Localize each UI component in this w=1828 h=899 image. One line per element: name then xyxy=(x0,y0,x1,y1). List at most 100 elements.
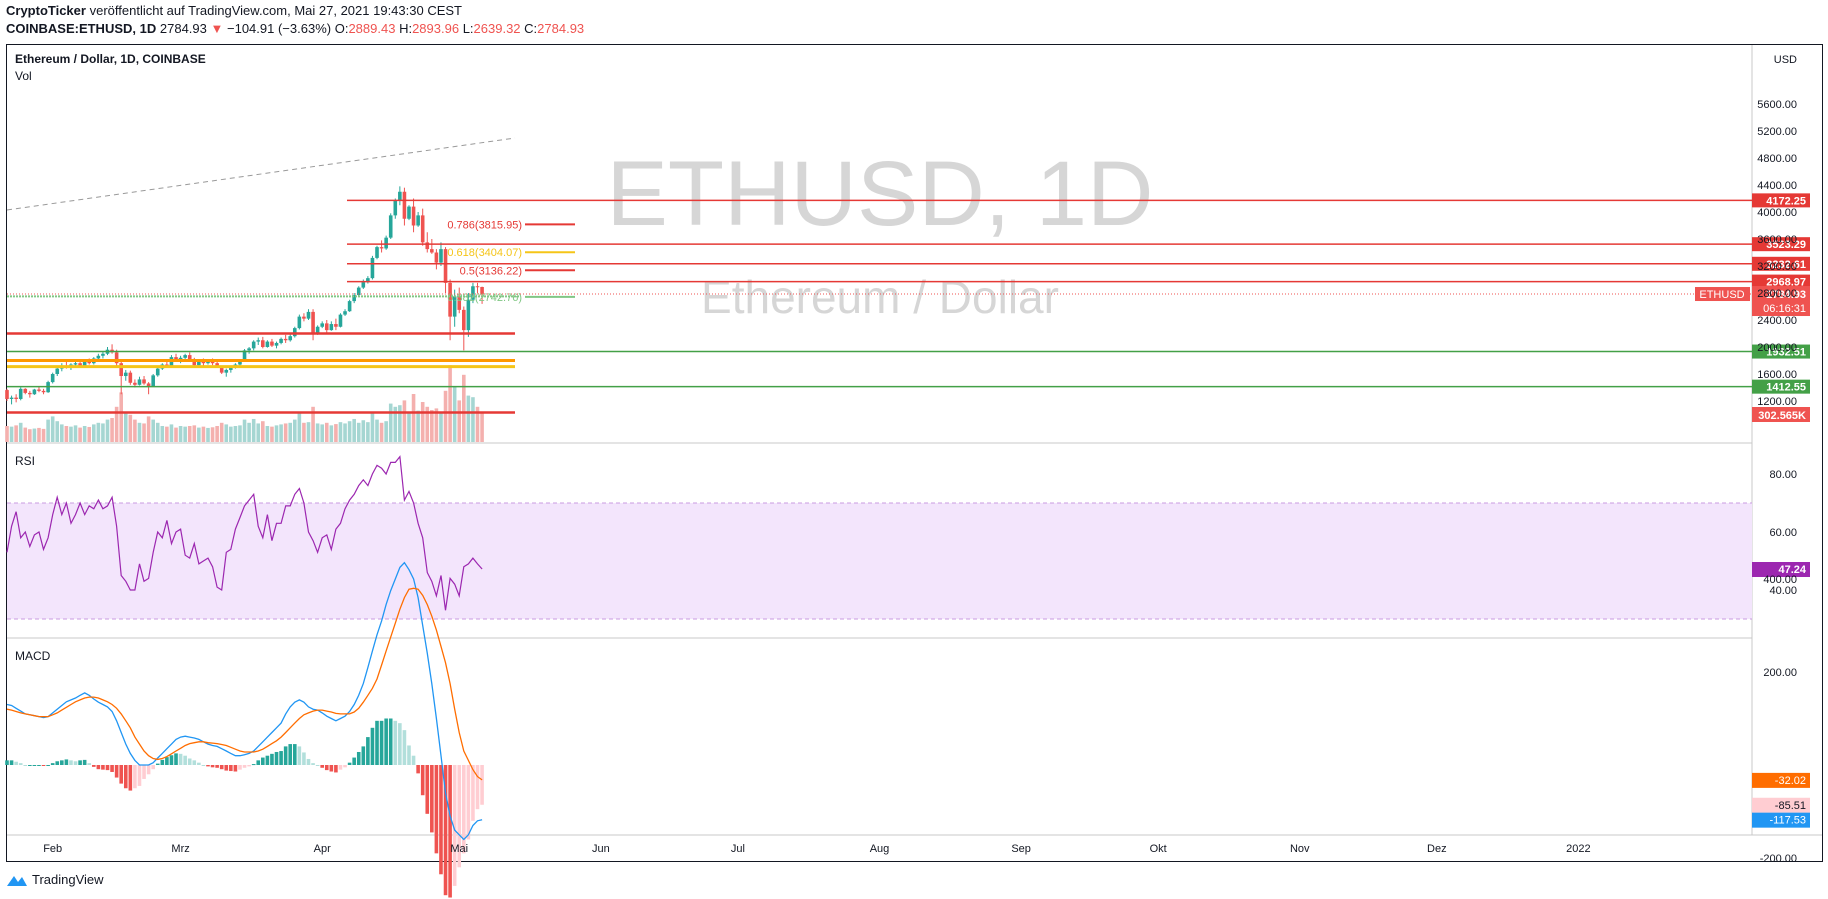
volume-bar xyxy=(247,422,251,442)
time-axis-tick: Feb xyxy=(43,843,62,855)
candle-body xyxy=(73,363,78,365)
volume-bar xyxy=(82,426,87,442)
volume-bar xyxy=(302,422,306,442)
author[interactable]: CryptoTicker xyxy=(6,3,86,18)
volume-bar xyxy=(361,420,366,442)
level-price-label: 2968.97 xyxy=(1766,277,1806,289)
high-label: H: xyxy=(399,21,413,36)
candle-body xyxy=(402,191,407,219)
volume-bar xyxy=(306,422,311,442)
candle-body xyxy=(306,311,311,319)
time-axis-tick: Mrz xyxy=(171,843,189,855)
macd-histogram-bar xyxy=(151,765,155,770)
price-axis-tick: 1200.00 xyxy=(1757,396,1797,408)
close-value: 2784.93 xyxy=(537,21,585,36)
macd-histogram-bar xyxy=(388,718,393,765)
volume-bar xyxy=(315,423,320,442)
volume-bar xyxy=(78,427,82,442)
volume-bar xyxy=(219,422,224,442)
candle-body xyxy=(480,286,484,295)
volume-bar xyxy=(73,425,78,442)
macd-histogram-bar xyxy=(356,751,361,765)
volume-bar xyxy=(137,422,142,442)
chart-title: Ethereum / Dollar, 1D, COINBASE xyxy=(15,52,206,66)
candle-body xyxy=(238,360,242,365)
volume-bar xyxy=(201,426,206,442)
volume-bar xyxy=(96,422,101,442)
macd-histogram-bar xyxy=(210,765,215,768)
candle-body xyxy=(41,390,46,393)
macd-histogram-bar xyxy=(206,765,210,767)
volume-bar xyxy=(480,413,484,442)
candle-body xyxy=(375,247,379,258)
level-price-label: 4172.25 xyxy=(1766,195,1806,207)
macd-histogram-bar xyxy=(233,765,238,772)
volume-bar xyxy=(215,426,219,442)
macd-histogram-bar xyxy=(155,763,160,765)
macd-histogram-bar xyxy=(119,765,124,784)
candle-body xyxy=(123,372,128,377)
fib-level-label: 0.618(3404.07) xyxy=(447,247,522,259)
macd-histogram-bar xyxy=(324,765,329,771)
macd-title: MACD xyxy=(15,649,51,663)
volume-bar xyxy=(416,410,420,442)
volume-bar xyxy=(105,419,110,442)
macd-histogram-bar xyxy=(219,765,224,770)
candle-body xyxy=(50,374,55,383)
macd-histogram-bar xyxy=(105,765,110,771)
volume-bar xyxy=(352,418,356,442)
macd-histogram-bar xyxy=(18,763,23,765)
chart-frame[interactable] xyxy=(6,44,1823,862)
candle-body xyxy=(197,361,201,366)
candle-body xyxy=(155,368,160,376)
candle-body xyxy=(288,336,293,341)
macd-value-tag xyxy=(1752,812,1810,828)
volume-bar xyxy=(238,425,242,442)
candle-body xyxy=(320,323,324,327)
macd-histogram-bar xyxy=(251,764,256,766)
volume-bar xyxy=(439,411,443,442)
candle-body xyxy=(28,392,32,395)
macd-histogram-bar xyxy=(242,765,247,768)
candle-body xyxy=(101,353,105,356)
footer-brand[interactable]: TradingView xyxy=(32,872,104,887)
macd-histogram-bar xyxy=(256,760,261,765)
macd-histogram-bar xyxy=(174,753,178,765)
candle-body xyxy=(324,323,329,331)
macd-histogram-bar xyxy=(393,720,398,765)
candle-body xyxy=(14,397,18,399)
down-arrow-icon: ▼ xyxy=(210,21,224,36)
current-price-label: 2784.93 xyxy=(1766,289,1806,301)
high-value: 2893.96 xyxy=(412,21,460,36)
macd-histogram-bar xyxy=(338,765,343,770)
volume-bar xyxy=(420,402,425,442)
candle-body xyxy=(55,368,60,374)
macd-histogram-bar xyxy=(165,757,169,765)
volume-bar xyxy=(475,406,480,442)
volume-bar xyxy=(279,424,283,442)
volume-bar xyxy=(91,424,96,442)
volume-bar xyxy=(388,403,393,442)
macd-histogram-bar xyxy=(146,765,151,775)
candle-body xyxy=(32,389,37,395)
candle-body xyxy=(251,341,256,349)
rsi-axis-tick: 40.00 xyxy=(1769,585,1797,597)
volume-bar xyxy=(393,406,398,442)
candle-body xyxy=(292,328,297,337)
symbol[interactable]: COINBASE:ETHUSD, 1D xyxy=(6,21,157,36)
macd-histogram-bar xyxy=(201,765,206,766)
volume-bar xyxy=(32,428,37,442)
macd-histogram-bar xyxy=(183,755,187,765)
volume-bar xyxy=(379,422,384,442)
volume-bar xyxy=(466,395,471,442)
volume-bar xyxy=(174,427,178,442)
candle-body xyxy=(114,352,119,364)
countdown-label: 06:16:31 xyxy=(1763,303,1806,315)
volume-bar xyxy=(443,390,448,442)
candle-body xyxy=(471,286,475,300)
time-axis-tick: Jun xyxy=(592,843,610,855)
volume-bar xyxy=(261,421,265,442)
candle-body xyxy=(261,340,265,347)
candle-body xyxy=(23,388,28,393)
